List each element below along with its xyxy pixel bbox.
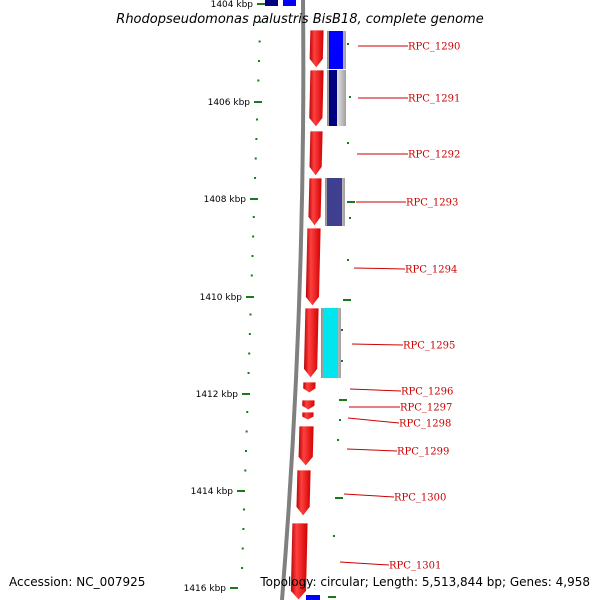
gene-label: RPC_1291: [408, 94, 460, 105]
gene-arrow: [303, 307, 320, 379]
scale-tick-label: 1404 kbp: [211, 0, 254, 10]
label-leader-line: [349, 388, 402, 392]
scale-tick-label: 1414 kbp: [191, 487, 234, 497]
gene-arrow: [308, 69, 325, 128]
gene-arrow: [308, 130, 324, 177]
gene-arrow: [302, 381, 317, 394]
gene-label: RPC_1290: [408, 42, 460, 53]
gene-arrow: [295, 469, 312, 517]
scale-ticks: 1404 kbp 1406 kbp 1408 kbp 1410 kbp 1412 kbp…: [184, 0, 355, 598]
gene-arrow: [301, 399, 316, 411]
gene-label: RPC_1297: [400, 403, 452, 414]
gene-label: RPC_1299: [397, 447, 449, 458]
feature-block: [265, 0, 278, 6]
label-leader-line: [339, 561, 390, 566]
label-leader-line: [351, 343, 404, 346]
topology-text: Topology: circular; Length: 5,513,844 bp…: [259, 575, 590, 589]
feature-block: [306, 595, 320, 600]
label-leader-line: [353, 267, 406, 270]
label-leader-line: [343, 493, 395, 498]
gene-arrow: [297, 425, 315, 467]
gene-label: RPC_1301: [389, 561, 441, 572]
scale-tick-label: 1408 kbp: [204, 195, 247, 205]
gene-arrow: [307, 177, 323, 227]
accession-text: Accession: NC_007925: [9, 575, 145, 589]
scale-tick-label: 1416 kbp: [184, 584, 227, 594]
gene-labels: RPC_1290 RPC_1291 RPC_1292 RPC_1293 RPC_1294…: [339, 42, 460, 572]
gene-arrow: [308, 29, 325, 69]
category-block: [327, 178, 342, 226]
gene-label: RPC_1300: [394, 493, 446, 504]
label-leader-line: [346, 448, 398, 452]
genes: [290, 29, 346, 600]
category-block: [323, 308, 338, 378]
category-block: [329, 31, 343, 69]
gene-label: RPC_1294: [405, 265, 457, 276]
scale-tick-label: 1412 kbp: [196, 390, 239, 400]
gene-arrow: [301, 411, 315, 421]
label-leader-line: [347, 417, 400, 424]
gene-arrow: [305, 227, 322, 307]
gene-label: RPC_1298: [399, 419, 451, 430]
gene-label: RPC_1296: [401, 387, 453, 398]
genome-backbone: [280, 0, 306, 600]
feature-block: [283, 0, 296, 6]
genome-title: Rhodopseudomonas palustris BisB18, compl…: [116, 12, 483, 27]
category-block: [329, 70, 337, 126]
gene-label: RPC_1295: [403, 341, 455, 352]
gene-label: RPC_1293: [406, 198, 458, 209]
scale-tick-label: 1410 kbp: [200, 293, 243, 303]
gene-arrow: [290, 522, 309, 600]
gene-label: RPC_1292: [408, 150, 460, 161]
scale-tick-label: 1406 kbp: [208, 98, 251, 108]
